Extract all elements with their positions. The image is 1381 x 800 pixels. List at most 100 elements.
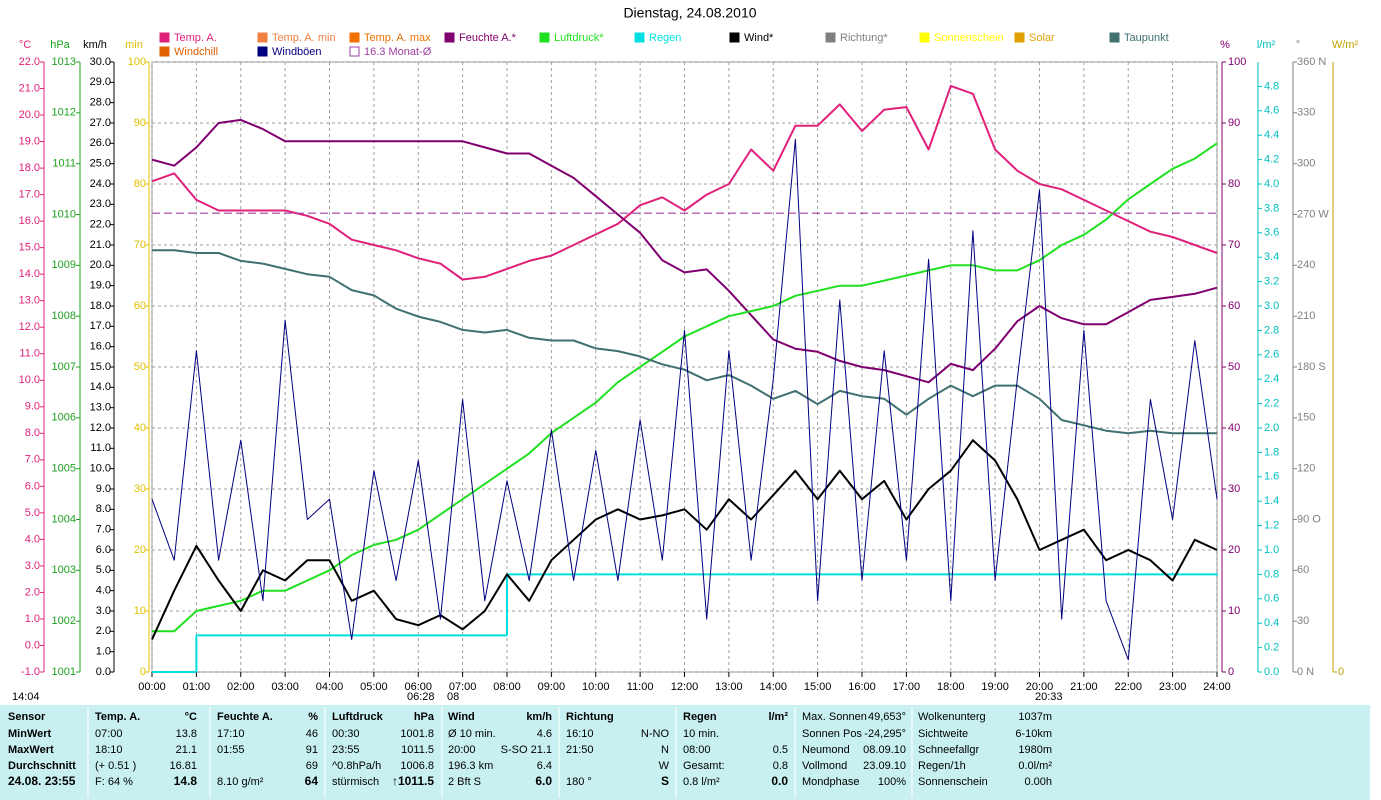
table-cell: 0.8 — [773, 760, 788, 772]
y-tick-label: 29.0 — [90, 76, 111, 88]
table-cell: Luftdruck — [332, 711, 384, 723]
time-annotation: 08 — [447, 691, 459, 703]
x-tick-label: 22:00 — [1114, 681, 1142, 693]
y-tick-label: 10 — [134, 605, 146, 617]
axis-title: hPa — [50, 39, 70, 51]
x-tick-label: 18:00 — [937, 681, 965, 693]
series-line — [152, 249, 1217, 435]
table-cell: 1980m — [1018, 744, 1052, 756]
y-tick-label: 0.4 — [1264, 617, 1279, 629]
table-cell: S-SO 21.1 — [501, 744, 552, 756]
table-cell: Neumond — [802, 744, 850, 756]
table-cell: 0.00h — [1024, 776, 1052, 788]
y-tick-label: 4.0 — [25, 533, 40, 545]
y-tick-label: 16.0 — [19, 215, 40, 227]
y-tick-label: 30 — [134, 483, 146, 495]
table-cell: MinWert — [8, 728, 52, 740]
y-tick-label: 300 — [1297, 158, 1315, 170]
y-tick-label: 70 — [1228, 239, 1240, 251]
table-cell: 8.10 g/m² — [217, 776, 264, 788]
y-tick-label: 5.0 — [25, 507, 40, 519]
table-cell: 16:10 — [566, 728, 594, 740]
x-tick-label: 23:00 — [1159, 681, 1187, 693]
y-tick-label: 1.0 — [1264, 544, 1279, 556]
x-tick-label: 08:00 — [493, 681, 521, 693]
y-tick-label: 90 — [134, 117, 146, 129]
y-tick-label: 0.0 — [25, 639, 40, 651]
table-cell: (+ 0.51 ) — [95, 760, 136, 772]
table-cell: ↑1011.5 — [392, 774, 434, 788]
legend-marker — [919, 32, 930, 43]
summary-panel — [0, 705, 1370, 800]
table-cell: S — [661, 774, 669, 788]
table-cell: 91 — [306, 744, 318, 756]
y-tick-label: 28.0 — [90, 97, 111, 109]
table-cell: °C — [185, 711, 197, 723]
y-tick-label: 6.0 — [25, 480, 40, 492]
legend-marker — [257, 32, 268, 43]
table-cell: Wind — [448, 711, 475, 723]
y-tick-label: 180 S — [1297, 361, 1326, 373]
legend-label: Sonnenschein — [934, 32, 1004, 44]
table-cell: Temp. A. — [95, 711, 140, 723]
y-tick-label: 3.0 — [96, 605, 111, 617]
y-tick-label: 1005 — [52, 463, 76, 475]
y-tick-label: 80 — [134, 178, 146, 190]
y-tick-label: 20 — [1228, 544, 1240, 556]
table-cell: 0.0 — [771, 774, 788, 788]
x-tick-label: 16:00 — [848, 681, 876, 693]
x-tick-label: 10:00 — [582, 681, 610, 693]
legend-label: Temp. A. min — [272, 32, 336, 44]
y-tick-label: 1013 — [52, 56, 76, 68]
y-tick-label: 15.0 — [19, 242, 40, 254]
axis-title: l/m² — [1257, 39, 1276, 51]
x-tick-label: 04:00 — [316, 681, 344, 693]
y-tick-label: 240 — [1297, 259, 1315, 271]
table-cell: F: 64 % — [95, 776, 133, 788]
table-cell: 196.3 km — [448, 760, 493, 772]
x-tick-label: 20:00 — [1026, 681, 1054, 693]
y-tick-label: 1012 — [52, 107, 76, 119]
table-cell: Durchschnitt — [8, 760, 76, 772]
legend-label: Solar — [1029, 32, 1055, 44]
table-cell: Sonnen Pos — [802, 728, 862, 740]
axis-title: °C — [19, 39, 31, 51]
y-tick-label: 50 — [134, 361, 146, 373]
table-cell: 20:00 — [448, 744, 476, 756]
y-tick-label: 2.0 — [1264, 422, 1279, 434]
table-cell: 0.8 l/m² — [683, 776, 720, 788]
series-line — [151, 84, 1218, 281]
table-cell: % — [308, 711, 318, 723]
table-cell: 08.09.10 — [863, 744, 906, 756]
legend-marker — [349, 46, 360, 57]
y-tick-label: 3.8 — [1264, 202, 1279, 214]
y-tick-label: 18.0 — [19, 162, 40, 174]
legend-marker — [257, 46, 268, 57]
y-tick-label: 19.0 — [19, 135, 40, 147]
y-tick-label: 21.0 — [90, 239, 111, 251]
y-tick-label: 4.2 — [1264, 154, 1279, 166]
table-cell: Regen/1h — [918, 760, 966, 772]
y-tick-label: 4.0 — [1264, 178, 1279, 190]
table-cell: Feuchte A. — [217, 711, 273, 723]
y-tick-label: 1003 — [52, 564, 76, 576]
y-tick-label: 40 — [1228, 422, 1240, 434]
table-cell: 17:10 — [217, 728, 245, 740]
y-tick-label: 40 — [134, 422, 146, 434]
legend-marker — [159, 32, 170, 43]
table-cell: 00:30 — [332, 728, 360, 740]
x-tick-label: 06:00 — [404, 681, 432, 693]
y-tick-label: 210 — [1297, 310, 1315, 322]
y-tick-label: 11.0 — [19, 348, 40, 360]
y-tick-label: 2.0 — [96, 625, 111, 637]
y-tick-label: 20.0 — [90, 259, 111, 271]
table-cell: Richtung — [566, 711, 614, 723]
y-tick-label: 16.0 — [90, 341, 111, 353]
legend-marker — [634, 32, 645, 43]
y-tick-label: 1.8 — [1264, 446, 1279, 458]
x-tick-label: 12:00 — [671, 681, 699, 693]
y-tick-label: 30.0 — [90, 56, 111, 68]
y-tick-label: 70 — [134, 239, 146, 251]
table-cell: km/h — [526, 711, 552, 723]
